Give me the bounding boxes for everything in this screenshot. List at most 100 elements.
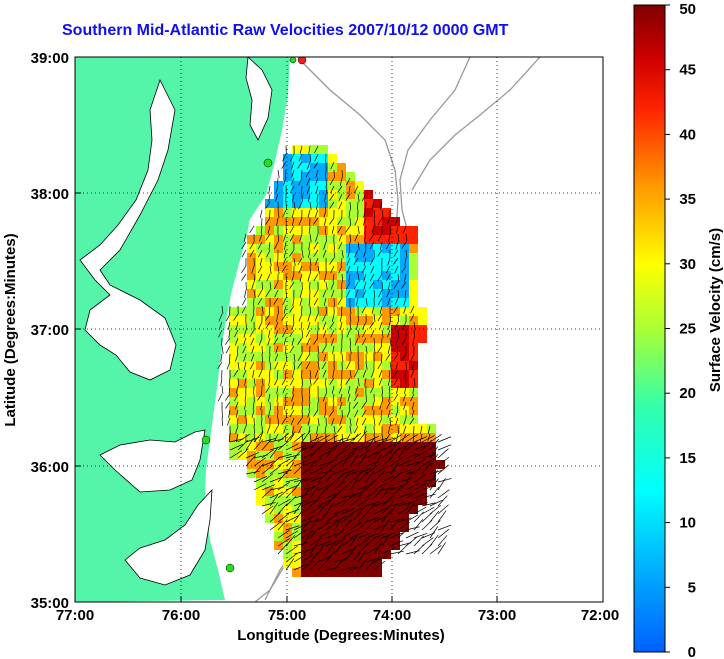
velocity-arrow [235,425,239,434]
velocity-arrow [339,313,343,322]
velocity-cell [310,478,319,487]
velocity-arrow [373,377,375,387]
velocity-arrow [397,528,409,539]
velocity-cell [373,280,382,289]
velocity-arrow [401,353,407,361]
velocity-arrow [306,337,311,346]
velocity-arrow [348,401,351,410]
velocity-cell [292,217,301,226]
velocity-cell [247,307,256,316]
velocity-cell [274,217,283,226]
velocity-arrow [229,450,243,459]
velocity-cell [238,415,247,424]
velocity-cell [283,523,292,532]
velocity-arrow [357,558,368,571]
velocity-arrow [293,460,308,467]
velocity-arrow [325,480,337,491]
velocity-cell [373,334,382,343]
velocity-arrow [265,201,271,209]
velocity-arrow [258,369,263,378]
velocity-arrow [283,401,287,410]
velocity-arrow [299,233,303,242]
velocity-cell [256,226,265,235]
velocity-arrow [362,329,367,338]
velocity-cell [337,271,346,280]
velocity-arrow [259,433,263,442]
velocity-cell [364,424,373,433]
velocity-cell [247,352,256,361]
colorbar-tick-label: 10 [679,515,696,532]
velocity-arrow [261,377,264,386]
velocity-arrow [329,177,335,186]
velocity-arrow [236,417,239,426]
velocity-cell [373,469,382,478]
velocity-cell [328,163,337,172]
velocity-arrow [285,530,299,539]
velocity-cell [256,235,265,244]
velocity-cell [400,262,409,271]
velocity-arrow [357,449,370,459]
velocity-cell [274,415,283,424]
velocity-arrow [373,440,385,451]
velocity-arrow [324,193,327,202]
velocity-arrow [285,515,299,523]
velocity-arrow [427,425,431,434]
velocity-cell [364,199,373,208]
velocity-arrow [277,538,290,547]
velocity-arrow [349,444,364,451]
velocity-arrow [273,281,279,290]
velocity-arrow [413,544,425,555]
velocity-arrow [381,393,383,403]
velocity-arrow [313,161,319,169]
y-tick-label: 35:00 [31,595,69,612]
velocity-arrow [261,438,276,443]
velocity-arrow [349,512,362,523]
velocity-arrow [365,501,380,507]
velocity-arrow [370,265,375,274]
velocity-arrow [309,486,319,499]
velocity-cell [283,154,292,163]
velocity-arrow [362,417,367,426]
velocity-cell [310,559,319,568]
velocity-arrow [403,425,407,434]
velocity-arrow [269,521,282,531]
velocity-arrow [389,502,399,515]
velocity-arrow [283,249,287,258]
velocity-arrow [333,528,346,539]
velocity-arrow [277,177,279,187]
velocity-cell [400,397,409,406]
velocity-cell [256,388,265,397]
velocity-arrow [357,532,372,539]
velocity-arrow [387,377,391,386]
velocity-arrow [233,313,239,321]
velocity-arrow [260,225,263,234]
velocity-cell [373,235,382,244]
velocity-arrow [301,476,316,483]
velocity-arrow [284,345,287,355]
velocity-cell [364,505,373,514]
velocity-arrow [325,521,338,531]
colorbar-tick-label: 25 [679,321,696,338]
velocity-arrow [340,377,343,386]
velocity-arrow [373,454,383,467]
velocity-cell [382,343,391,352]
velocity-arrow [269,369,271,379]
velocity-cell [292,505,301,514]
velocity-arrow [260,401,263,410]
velocity-cell [346,514,355,523]
velocity-arrow [337,217,343,225]
velocity-cell [301,217,310,226]
velocity-arrow [313,297,319,306]
x-tick-label: 77:00 [56,607,94,624]
velocity-cell [400,424,409,433]
velocity-arrow [243,233,247,242]
velocity-arrow [277,432,290,443]
velocity-arrow [401,265,407,273]
velocity-cell [400,370,409,379]
velocity-arrow [241,305,247,314]
velocity-arrow [293,257,296,266]
velocity-cell [319,334,328,343]
velocity-arrow [413,450,427,459]
velocity-arrow [323,297,327,306]
velocity-arrow [373,542,383,555]
